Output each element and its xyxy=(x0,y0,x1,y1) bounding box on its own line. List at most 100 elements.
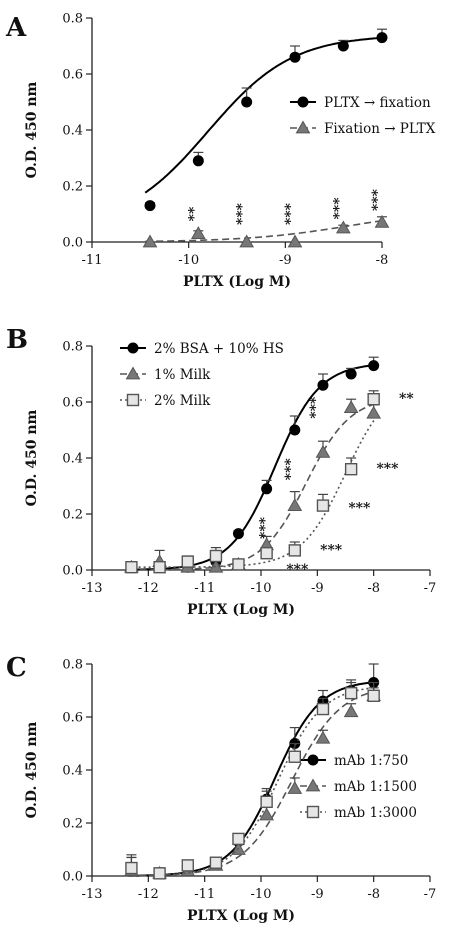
panel-a-y-axis-title: O.D. 450 nm xyxy=(24,81,40,178)
panel-a-series-1-point xyxy=(144,200,156,212)
panel-a-series-1-point xyxy=(289,51,301,63)
panel-c-y-tick-label: 0.4 xyxy=(62,764,83,779)
panel-c-x-axis-title: PLTX (Log M) xyxy=(187,908,295,924)
panel-b-significance-mark: *** xyxy=(257,516,273,539)
panel-b-series-3-point xyxy=(344,463,358,476)
panel-a-series-2-point xyxy=(142,234,158,248)
panel-c-legend-swatch-marker xyxy=(305,778,321,792)
panel-b-series-3-point xyxy=(316,499,330,512)
panel-b-x-tick-label: -7 xyxy=(424,581,437,596)
panel-b-x-tick-label: -11 xyxy=(194,581,215,596)
panel-b-y-tick-label: 0.4 xyxy=(62,452,83,467)
panel-c-x-tick-label: -11 xyxy=(194,887,215,902)
panel-b-series-3-point xyxy=(125,561,138,574)
panel-b-x-tick-label: -13 xyxy=(82,581,103,596)
panel-a-significance-mark: *** xyxy=(331,197,347,220)
panel-b-series-3-point xyxy=(288,544,301,557)
panel-a-series-1-point xyxy=(241,96,253,108)
panel-b-series-3-point xyxy=(232,558,245,571)
panel-c-x-tick-label: -12 xyxy=(138,887,159,902)
panel-b-series-3-point xyxy=(260,547,273,560)
panel-c-x-tick-label: -8 xyxy=(367,887,380,902)
panel-c-series-3-point xyxy=(153,867,166,880)
panel-a-y-tick-label: 0.4 xyxy=(62,124,83,139)
panel-c-series-3-point xyxy=(260,795,273,808)
panel-a-x-axis-title: PLTX (Log M) xyxy=(183,274,291,290)
panel-b-series-1-point xyxy=(345,368,357,380)
panel-b-significance-mark: ** xyxy=(399,391,414,407)
panel-c-legend-label: mAb 1:750 xyxy=(334,753,408,769)
panel-b-series-2-point xyxy=(366,405,382,419)
panel-b-series-3-point xyxy=(153,561,166,574)
panel-a-y-tick-label: 0.2 xyxy=(62,180,83,195)
panel-a-y-tick-label: 0.0 xyxy=(62,236,83,251)
panel-c-series-3-point xyxy=(181,859,194,872)
panel-a-legend-label: Fixation → PLTX xyxy=(324,121,436,137)
panel-a-x-tick-label: -11 xyxy=(82,253,103,268)
panel-c-x-tick-label: -9 xyxy=(311,887,324,902)
panel-c-y-tick-label: 0.2 xyxy=(62,817,83,832)
panel-b-series-1-point xyxy=(261,483,273,495)
panel-b-series-2-curve xyxy=(128,403,376,571)
panel-b-letter: B xyxy=(6,325,28,355)
panel-a-y-tick-label: 0.8 xyxy=(62,12,83,27)
panel-b-series-1-point xyxy=(289,424,301,436)
panel-c-series-3-point xyxy=(367,689,380,702)
panel-b-x-tick-label: -8 xyxy=(367,581,380,596)
panel-a-series-2-point xyxy=(335,220,351,234)
panel-b-series-1-point xyxy=(368,360,380,372)
panel-b-x-tick-label: -9 xyxy=(311,581,324,596)
panel-c-series-2-point xyxy=(343,704,359,718)
panel-b-legend-label: 2% Milk xyxy=(154,393,211,409)
panel-b-significance-mark: *** xyxy=(308,396,324,419)
panel-c-series-2-point xyxy=(287,781,303,794)
panel-a-series-2-point xyxy=(374,214,390,228)
panel-a-series-1-point xyxy=(337,40,349,52)
panel-b-significance-mark: *** xyxy=(320,542,343,558)
panel-b-x-tick-label: -12 xyxy=(138,581,159,596)
panel-a-series-1-point xyxy=(192,155,204,167)
panel-c-series-3-point xyxy=(125,861,138,875)
panel-a-series-1-point xyxy=(376,32,388,44)
panel-b-series-3-curve xyxy=(128,418,376,569)
panel-b-series-1-point xyxy=(317,379,329,391)
panel-a-x-tick-label: -8 xyxy=(376,253,389,268)
panel-a-x-tick-label: -10 xyxy=(178,253,199,268)
panel-b-y-axis-title: O.D. 450 nm xyxy=(24,409,40,506)
panel-c-series-3-point xyxy=(232,832,245,846)
panel-b-legend-swatch-marker xyxy=(126,393,140,407)
panel-b-series-1-curve xyxy=(128,364,375,571)
panel-b-x-axis-title: PLTX (Log M) xyxy=(187,602,295,618)
panel-b-x-tick-label: -10 xyxy=(251,581,272,596)
panel-c-x-tick-label: -7 xyxy=(424,887,437,902)
panel-b-significance-mark: *** xyxy=(376,461,399,477)
panel-a-chart: 0.0 0.2 0.4 0.6 0.8 -11 -10 -9 -8 PLTX (Log M) O.D… xyxy=(24,12,436,291)
panel-a-series-2-point xyxy=(239,234,255,248)
panel-c-legend-label: mAb 1:1500 xyxy=(334,779,417,795)
panel-a-y-tick-label: 0.6 xyxy=(62,68,83,83)
panel-b-series-2-point xyxy=(343,400,359,413)
panel-b-series-3-point xyxy=(181,555,194,568)
panel-c-series-2-point xyxy=(259,807,274,821)
panel-c-x-tick-label: -10 xyxy=(251,887,272,902)
panel-a-significance-mark: *** xyxy=(283,202,299,225)
panel-b-series-2-point xyxy=(287,498,303,511)
panel-c-series-3-point xyxy=(316,702,330,716)
panel-b-significance-mark: *** xyxy=(286,562,309,578)
panel-c-letter: C xyxy=(6,653,27,683)
panel-b-series-3-point xyxy=(367,393,380,406)
panel-b-legend-swatch-marker xyxy=(125,366,141,380)
panel-c-y-tick-label: 0.6 xyxy=(62,711,83,726)
panel-c-x-tick-label: -13 xyxy=(82,887,103,902)
panel-a-letter: A xyxy=(5,13,27,43)
panel-b-legend-label: 2% BSA + 10% HS xyxy=(154,341,284,357)
panel-c-legend-swatch-marker xyxy=(306,805,320,819)
panel-b-legend-swatch-marker xyxy=(127,342,139,354)
panel-c-y-tick-label: 0.0 xyxy=(62,870,83,885)
panel-b-series-2-point xyxy=(315,444,331,458)
panel-c-series-3-curve xyxy=(128,686,375,877)
panel-c-series-3-point xyxy=(344,686,358,700)
panel-c-series-3-point xyxy=(209,856,223,869)
panel-a-x-tick-label: -9 xyxy=(279,253,292,268)
